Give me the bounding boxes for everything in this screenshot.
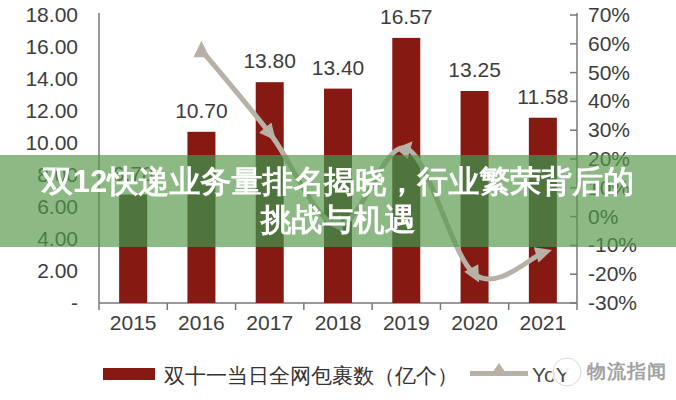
bar-value-label: 16.57: [380, 5, 433, 28]
right-axis-label: 30%: [588, 118, 630, 141]
bar-value-label: 13.25: [448, 58, 501, 81]
bar-value-label: 10.70: [175, 99, 228, 122]
bar-value-label: 11.58: [517, 85, 568, 108]
bar-value-label: 13.40: [312, 56, 365, 79]
yoy-marker-icon: [193, 41, 209, 58]
legend-bar-label: 双十一当日全网包裹数（亿个）: [164, 362, 458, 390]
watermark-logo-icon: [549, 354, 587, 390]
left-axis-label: 2.00: [37, 259, 78, 282]
x-axis-label: 2017: [246, 311, 293, 334]
right-axis-label: 60%: [588, 32, 630, 55]
right-axis-label: -30%: [588, 291, 637, 314]
left-axis-label: 18.00: [25, 3, 78, 26]
x-axis-label: 2015: [110, 311, 157, 334]
x-axis-label: 2019: [383, 311, 430, 334]
legend-line-marker-icon: [490, 363, 508, 376]
x-axis-label: 2018: [315, 311, 362, 334]
watermark: 物流指闻: [549, 354, 667, 390]
headline-line2: 挑战与机遇: [0, 201, 676, 239]
x-axis-label: 2020: [451, 311, 498, 334]
x-axis-label: 2016: [178, 311, 225, 334]
bar-value-label: 13.80: [243, 49, 296, 72]
left-axis-label: 12.00: [25, 99, 78, 122]
right-axis-label: 70%: [588, 3, 630, 26]
right-axis-label: 50%: [588, 61, 630, 84]
left-axis-label: 10.00: [25, 131, 78, 154]
headline-line1: 双12快递业务量排名揭晓，行业繁荣背后的: [0, 163, 676, 201]
left-axis-label: 14.00: [25, 67, 78, 90]
left-axis-label: -: [71, 291, 78, 314]
left-axis-label: 16.00: [25, 35, 78, 58]
chart-canvas: 18.0016.0014.0012.0010.008.006.004.002.0…: [0, 0, 676, 400]
right-axis-label: 40%: [588, 89, 630, 112]
headline-text: 双12快递业务量排名揭晓，行业繁荣背后的 挑战与机遇: [0, 163, 676, 239]
x-axis-label: 2021: [519, 311, 566, 334]
right-axis-label: -20%: [588, 262, 637, 285]
headline-overlay: 双12快递业务量排名揭晓，行业繁荣背后的 挑战与机遇: [0, 155, 676, 247]
watermark-text: 物流指闻: [587, 359, 667, 385]
legend-bar-swatch: [103, 368, 155, 380]
legend-line-swatch: [470, 371, 528, 376]
